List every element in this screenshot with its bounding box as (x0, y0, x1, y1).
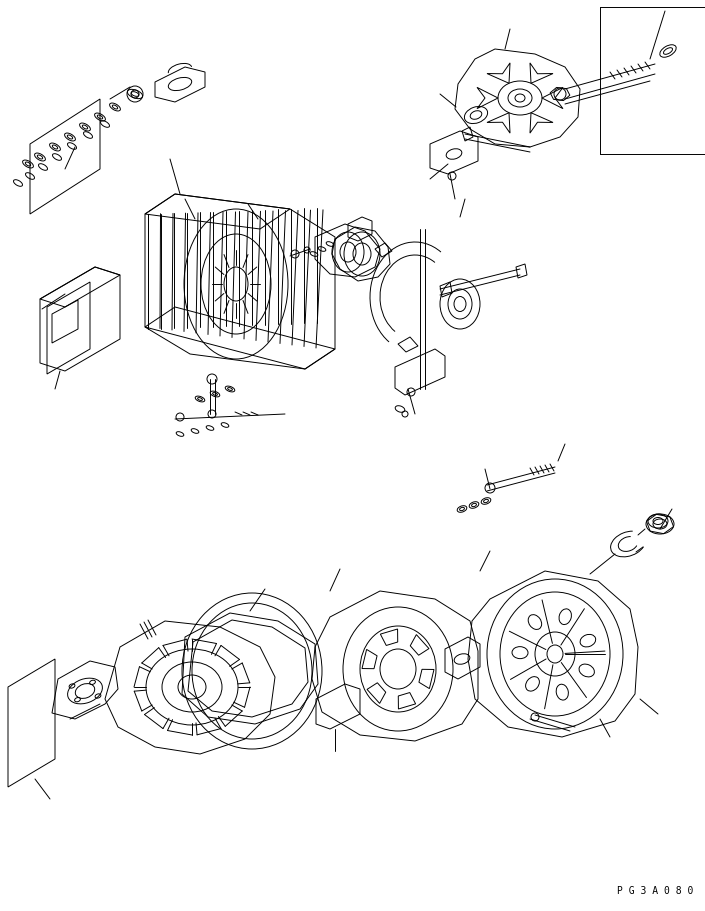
Text: P G 3 A 0 8 0: P G 3 A 0 8 0 (617, 885, 693, 895)
